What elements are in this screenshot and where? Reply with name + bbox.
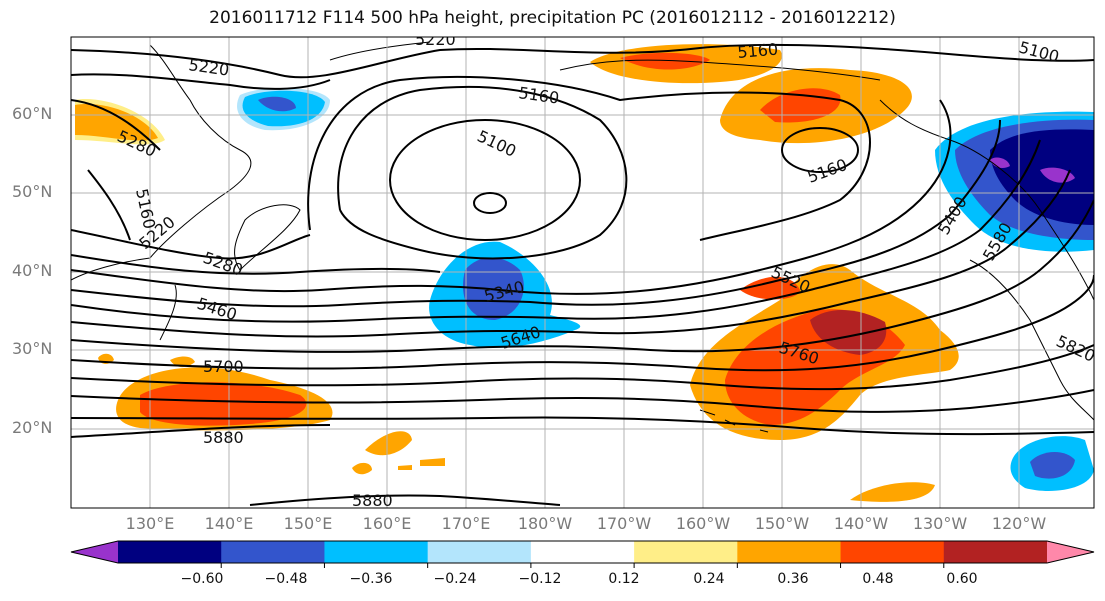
contour-label: 5160: [737, 40, 779, 62]
colorbar-tick-label: −0.48: [264, 571, 308, 587]
lon-label: 170°W: [596, 514, 652, 533]
lon-label: 140°E: [204, 514, 254, 533]
colorbar-tick-label: −0.36: [349, 571, 393, 587]
colorbar-cell: [221, 541, 325, 563]
map-title: 2016011712 F114 500 hPa height, precipit…: [209, 8, 896, 28]
contour-label: 5880: [203, 428, 244, 447]
lon-label: 140°W: [833, 514, 889, 533]
lon-label: 130°E: [125, 514, 175, 533]
colorbar-cell: [530, 541, 635, 563]
colorbar-tick-label: −0.24: [433, 571, 477, 587]
lon-label: 160°E: [362, 514, 412, 533]
colorbar-tick-label: 0.12: [608, 571, 640, 587]
contour-label: 5880: [352, 491, 393, 510]
colorbar-cell: [737, 541, 842, 563]
colorbar-extend-high: [1047, 541, 1094, 563]
colorbar-tick-label: −0.12: [518, 571, 562, 587]
map-plot-area: 5220 5220 5280 5160 5220 5280 5460 5700 …: [71, 30, 1094, 510]
colorbar: [70, 540, 1095, 568]
colorbar-cell: [427, 541, 532, 563]
colorbar-extend-low: [71, 541, 118, 563]
map-frame: [70, 36, 1095, 509]
colorbar-tick-label: 0.24: [693, 571, 725, 587]
lon-label: 150°W: [754, 514, 810, 533]
lat-label: 60°N: [12, 104, 53, 123]
height-contours: [71, 43, 1094, 506]
lat-label: 40°N: [12, 261, 53, 280]
contour-labels: 5220 5220 5280 5160 5220 5280 5460 5700 …: [114, 30, 1094, 510]
colorbar-tick-label: 0.48: [862, 571, 894, 587]
colorbar-tick-label: −0.60: [180, 571, 224, 587]
contour-label: 5700: [203, 357, 244, 376]
colorbar-cell: [634, 541, 738, 563]
lon-label: 160°W: [675, 514, 731, 533]
colorbar-tick-label: 0.60: [946, 571, 978, 587]
colorbar-cell: [840, 541, 945, 563]
contour-label: 5220: [415, 30, 456, 49]
colorbar-outline: [70, 540, 1095, 564]
lon-label: 180°W: [517, 514, 573, 533]
lon-label: 130°W: [912, 514, 968, 533]
lat-label: 50°N: [12, 182, 53, 201]
graticule: [71, 37, 1094, 508]
lon-label: 170°E: [441, 514, 491, 533]
lon-label: 150°E: [283, 514, 333, 533]
lat-label: 30°N: [12, 339, 53, 358]
lon-label: 120°W: [991, 514, 1047, 533]
colorbar-tick-label: 0.36: [777, 571, 809, 587]
colorbar-cell: [943, 541, 1048, 563]
colorbar-cell: [118, 541, 222, 563]
lat-label: 20°N: [12, 418, 53, 437]
colorbar-cell: [324, 541, 429, 563]
